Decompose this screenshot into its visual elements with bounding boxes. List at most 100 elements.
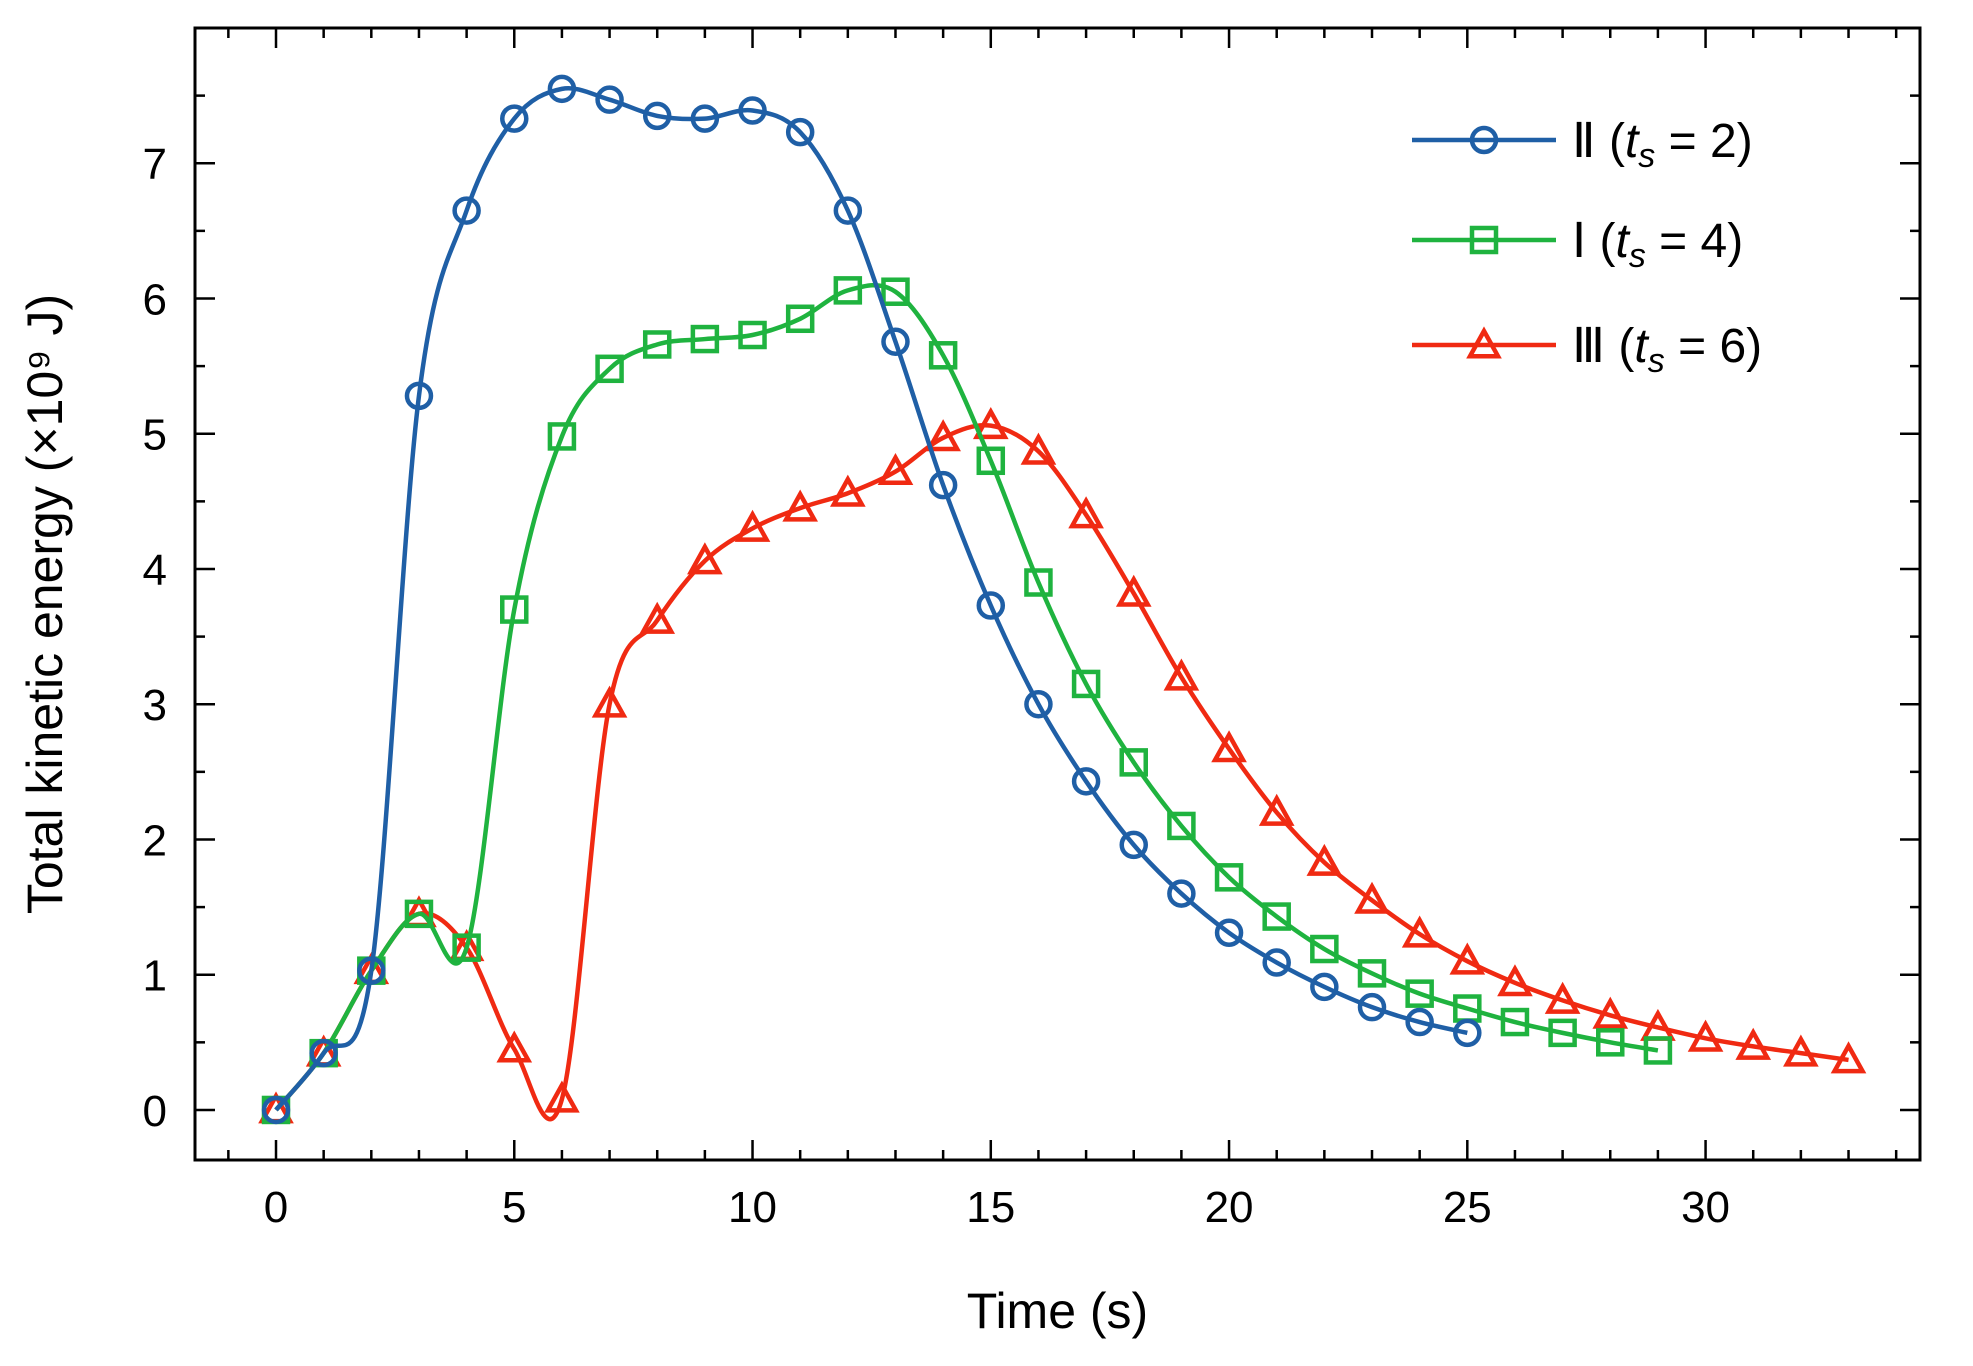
data-point-square bbox=[1262, 902, 1291, 931]
data-point-triangle bbox=[591, 685, 628, 718]
data-point-triangle bbox=[972, 406, 1009, 440]
data-point-square bbox=[1119, 748, 1148, 777]
data-point-circle bbox=[1119, 830, 1148, 860]
series-line-circle bbox=[274, 85, 1468, 1112]
data-point-circle bbox=[690, 104, 720, 133]
data-point-triangle bbox=[1687, 1019, 1724, 1052]
data-point-square bbox=[595, 354, 624, 384]
data-point-triangle bbox=[877, 452, 914, 486]
series-line-triangle bbox=[274, 422, 1849, 1122]
x-tick-label: 20 bbox=[1205, 1183, 1254, 1232]
legend-entry: Ⅲ (ts = 6) bbox=[1412, 320, 1762, 380]
legend-label-main: Ⅲ ( bbox=[1572, 320, 1634, 373]
data-point-circle bbox=[547, 74, 577, 104]
data-point-circle bbox=[1167, 879, 1196, 908]
x-tick-label: 25 bbox=[1443, 1183, 1492, 1232]
legend-label-main: Ⅱ ( bbox=[1572, 115, 1625, 168]
data-point-square bbox=[1500, 1007, 1530, 1037]
y-tick-label: 1 bbox=[143, 952, 167, 1001]
data-point-square bbox=[500, 595, 529, 624]
legend-label: Ⅲ (ts = 6) bbox=[1572, 320, 1762, 380]
legend-label-rest: = 4) bbox=[1646, 215, 1743, 268]
data-point-square bbox=[1310, 934, 1339, 964]
data-point-triangle bbox=[1163, 658, 1200, 691]
legend-label-var: t bbox=[1634, 320, 1649, 373]
y-tick-label: 3 bbox=[143, 681, 167, 730]
data-point-square bbox=[1071, 669, 1101, 699]
data-point-square bbox=[976, 446, 1006, 476]
data-point-circle bbox=[738, 96, 767, 125]
data-point-circle bbox=[1262, 948, 1291, 977]
data-point-triangle bbox=[1258, 793, 1295, 826]
data-point-square bbox=[452, 933, 481, 962]
legend-label: Ⅱ (ts = 2) bbox=[1572, 115, 1753, 175]
x-tick-label: 15 bbox=[966, 1183, 1015, 1232]
data-point-triangle bbox=[496, 1030, 533, 1063]
y-tick-label: 7 bbox=[143, 140, 167, 189]
data-point-triangle bbox=[639, 601, 676, 634]
data-point-triangle bbox=[1735, 1027, 1772, 1060]
data-point-square bbox=[928, 341, 958, 370]
data-point-square bbox=[1405, 979, 1434, 1008]
legend-label-rest: = 2) bbox=[1655, 115, 1752, 168]
data-point-circle bbox=[1405, 1007, 1434, 1037]
data-point-circle bbox=[928, 470, 958, 500]
x-tick-label: 30 bbox=[1681, 1183, 1730, 1232]
series-square bbox=[261, 276, 1673, 1125]
y-tick-label: 6 bbox=[143, 275, 167, 324]
data-point-square bbox=[881, 277, 910, 306]
data-point-square bbox=[785, 304, 815, 334]
data-point-square bbox=[404, 899, 434, 929]
series-layer bbox=[258, 74, 1867, 1125]
data-point-circle bbox=[500, 104, 529, 133]
data-point-square bbox=[833, 276, 863, 305]
series-circle bbox=[261, 74, 1482, 1125]
data-point-circle bbox=[785, 117, 815, 147]
data-point-triangle bbox=[687, 542, 723, 575]
data-point-triangle bbox=[830, 474, 866, 507]
series-triangle bbox=[258, 406, 1867, 1124]
legend-label-main: Ⅰ ( bbox=[1572, 215, 1615, 268]
data-point-square bbox=[642, 330, 672, 359]
data-point-circle bbox=[595, 85, 624, 114]
legend-label-rest: = 6) bbox=[1665, 320, 1762, 373]
data-point-square bbox=[1167, 811, 1196, 841]
data-point-circle bbox=[1453, 1018, 1482, 1048]
x-axis-title: Time (s) bbox=[967, 1283, 1148, 1339]
legend: Ⅱ (ts = 2)Ⅰ (ts = 4)Ⅲ (ts = 6) bbox=[1412, 115, 1762, 380]
data-point-circle bbox=[881, 327, 910, 357]
data-point-triangle bbox=[1020, 432, 1057, 465]
data-point-triangle bbox=[1211, 730, 1247, 763]
legend-label-sub: s bbox=[1648, 342, 1665, 380]
data-point-square bbox=[738, 320, 767, 350]
legend-label: Ⅰ (ts = 4) bbox=[1572, 215, 1743, 275]
data-point-circle bbox=[452, 196, 481, 225]
y-tick-label: 0 bbox=[143, 1087, 167, 1136]
x-tick-label: 0 bbox=[264, 1183, 288, 1232]
y-axis-title: Total kinetic energy (×10⁹ J) bbox=[17, 294, 73, 914]
data-point-triangle bbox=[1544, 981, 1581, 1014]
legend-entry: Ⅱ (ts = 2) bbox=[1412, 115, 1753, 175]
data-point-circle bbox=[1071, 767, 1101, 796]
y-tick-label: 5 bbox=[143, 411, 167, 460]
data-point-triangle bbox=[1306, 843, 1343, 876]
data-point-circle bbox=[1357, 992, 1387, 1022]
data-point-triangle bbox=[1592, 996, 1629, 1029]
data-point-triangle bbox=[1401, 915, 1438, 948]
data-point-square bbox=[1357, 959, 1387, 988]
data-point-square bbox=[1596, 1028, 1625, 1057]
data-point-circle bbox=[1024, 689, 1053, 719]
data-point-circle bbox=[261, 1095, 291, 1125]
data-point-circle bbox=[404, 381, 434, 411]
data-point-circle bbox=[833, 196, 863, 225]
data-point-triangle bbox=[1497, 964, 1533, 997]
plot-frame bbox=[193, 26, 1922, 1162]
legend-entry: Ⅰ (ts = 4) bbox=[1412, 215, 1743, 275]
legend-marker bbox=[1466, 326, 1502, 359]
data-point-triangle bbox=[925, 419, 961, 452]
ticks-layer: 0 5 10 15 20 25 30 0 1 2 3 4 5 6 7 bbox=[143, 26, 1920, 1232]
legend-marker bbox=[1469, 125, 1499, 155]
y-tick-label: 2 bbox=[143, 816, 167, 865]
